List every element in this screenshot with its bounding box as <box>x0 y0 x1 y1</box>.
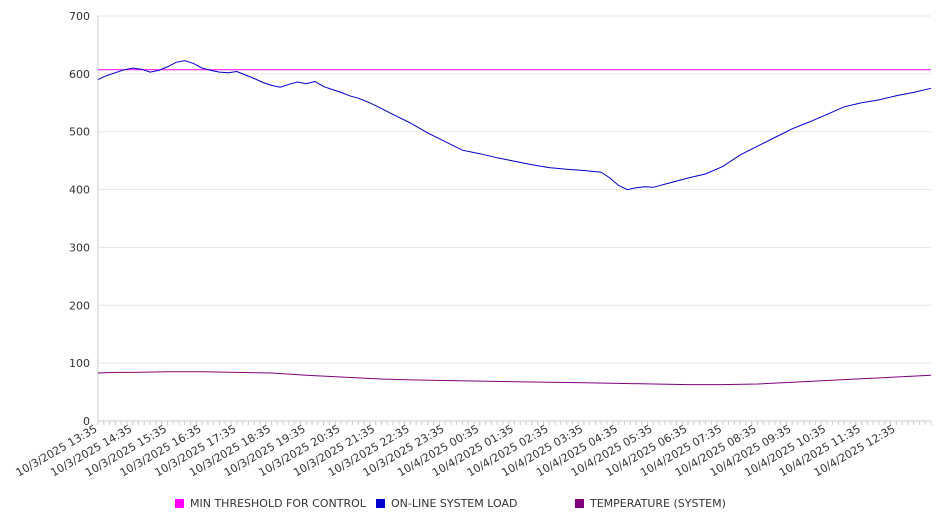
system-load-line <box>97 60 932 191</box>
series-layer <box>97 60 932 386</box>
legend: MIN THRESHOLD FOR CONTROL ON-LINE SYSTEM… <box>0 497 946 515</box>
temperature-line <box>97 371 932 386</box>
y-tick-label: 300 <box>69 241 90 254</box>
legend-item-temperature: TEMPERATURE (SYSTEM) <box>575 497 726 510</box>
y-tick-label: 100 <box>69 357 90 370</box>
legend-swatch-temperature <box>575 499 584 508</box>
legend-item-system-load: ON-LINE SYSTEM LOAD <box>376 497 517 510</box>
y-tick-label: 600 <box>69 68 90 81</box>
y-tick-label: 500 <box>69 126 90 139</box>
legend-swatch-system-load <box>376 499 385 508</box>
legend-label-temperature: TEMPERATURE (SYSTEM) <box>590 497 726 510</box>
y-tick-label: 700 <box>69 10 90 23</box>
legend-swatch-threshold <box>175 499 184 508</box>
legend-item-threshold: MIN THRESHOLD FOR CONTROL <box>175 497 366 510</box>
legend-label-threshold: MIN THRESHOLD FOR CONTROL <box>190 497 366 510</box>
grid-layer <box>98 15 931 364</box>
y-tick-label: 400 <box>69 184 90 197</box>
y-tick-label: 200 <box>69 299 90 312</box>
y-tick-label: 0 <box>83 415 90 428</box>
legend-label-system-load: ON-LINE SYSTEM LOAD <box>391 497 518 510</box>
